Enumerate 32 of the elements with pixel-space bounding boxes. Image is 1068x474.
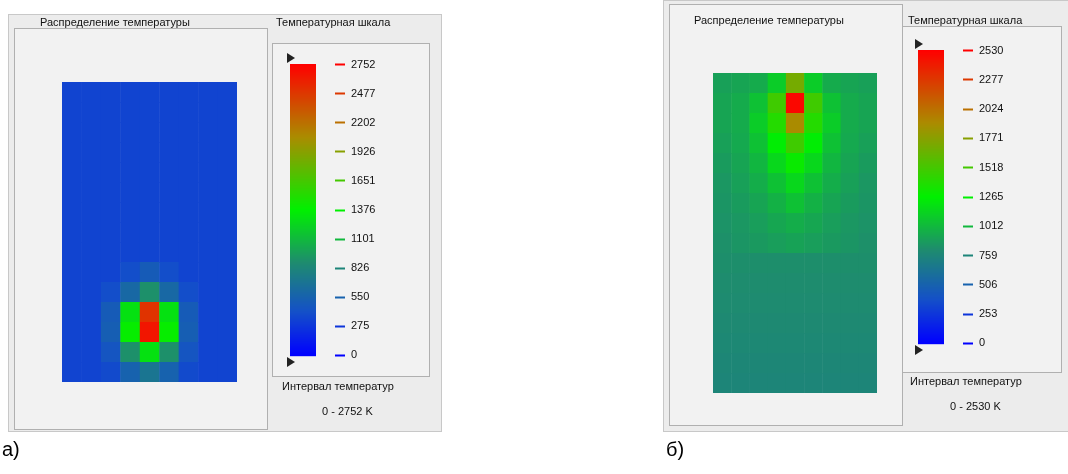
- color-bar-title: Температурная шкала: [276, 16, 391, 28]
- chart-title: Распределение температуры: [694, 14, 844, 26]
- color-bar-label: 2477: [351, 86, 376, 99]
- text: 0 - 2530 K: [950, 400, 1001, 412]
- color-bar-label: 2530: [979, 43, 1004, 56]
- chart-title: Распределение температуры: [40, 16, 190, 28]
- text: а): [2, 438, 20, 461]
- color-bar-label: 1012: [979, 219, 1004, 232]
- color-bar-label: 275: [351, 319, 370, 332]
- color-bar-label: 2752: [351, 57, 376, 70]
- color-bar-label: 826: [351, 261, 370, 274]
- color-bar-title: Температурная шкала: [908, 14, 1023, 26]
- color-bar-label: 2024: [979, 102, 1004, 115]
- color-bar-label: 550: [351, 290, 370, 303]
- color-bar-label: 2202: [351, 115, 376, 128]
- color-bar-label: 1771: [979, 131, 1004, 144]
- color-bar-label: 1376: [351, 203, 376, 216]
- color-bar-label: 1101: [351, 232, 375, 245]
- color-bar-label: 1926: [351, 144, 376, 157]
- text: Интервал температур: [282, 380, 394, 392]
- color-bar-label: 1518: [979, 160, 1004, 173]
- color-bar-label: 506: [979, 277, 998, 290]
- color-bar-label: 0: [351, 348, 358, 361]
- text: 0 - 2752 K: [322, 405, 373, 417]
- color-bar-label: 1651: [351, 173, 376, 186]
- color-bar-label: 759: [979, 248, 998, 261]
- color-bar-label: 1265: [979, 190, 1004, 203]
- color-bar-label: 2277: [979, 72, 1004, 85]
- text: б): [666, 438, 685, 461]
- color-bar-label: 253: [979, 307, 998, 320]
- text: Интервал температур: [910, 375, 1022, 387]
- color-bar-label: 0: [979, 336, 986, 349]
